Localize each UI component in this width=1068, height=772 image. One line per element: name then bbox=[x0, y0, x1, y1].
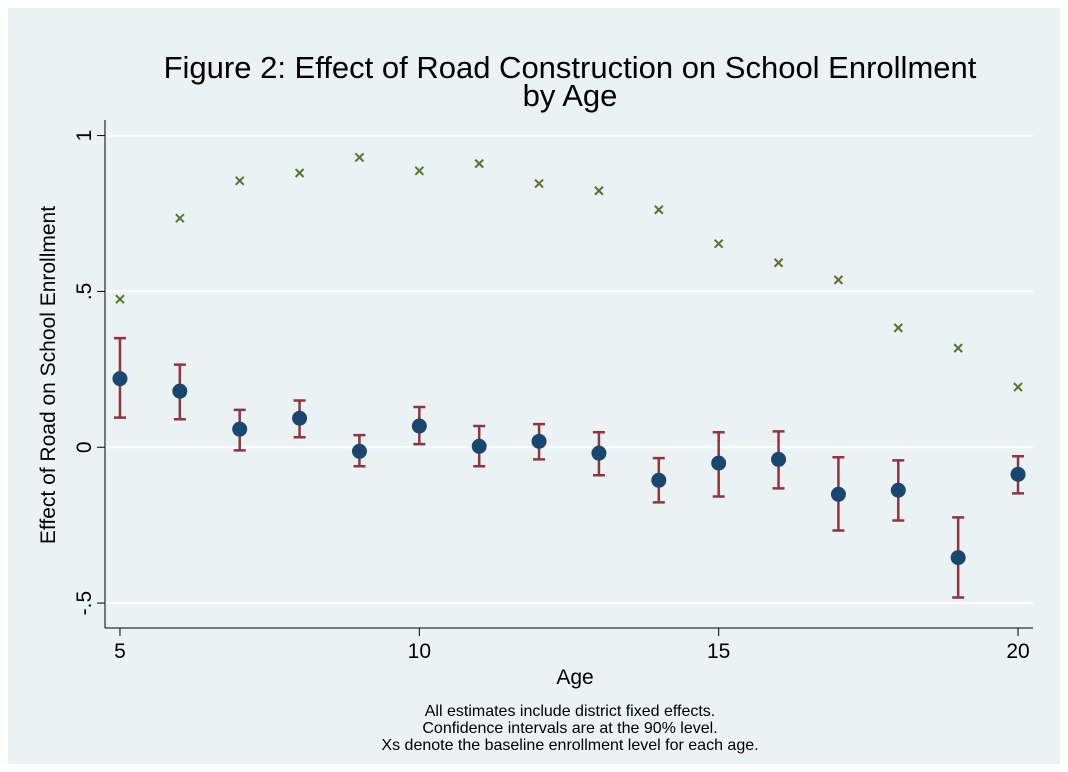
estimate-marker bbox=[292, 410, 308, 426]
estimate-marker bbox=[531, 433, 547, 449]
baseline-marker bbox=[235, 176, 245, 186]
baseline-marker bbox=[773, 258, 784, 268]
y-tick-label: 0 bbox=[73, 441, 96, 453]
chart-title: Figure 2: Effect of Road Construction on… bbox=[164, 50, 977, 85]
baseline-marker bbox=[594, 186, 604, 196]
estimate-marker bbox=[890, 482, 906, 498]
y-axis-label: Effect of Road on School Enrollment bbox=[37, 206, 60, 544]
estimate-marker bbox=[591, 445, 607, 461]
y-tick-label: 1 bbox=[73, 130, 96, 142]
baseline-marker bbox=[893, 323, 903, 333]
plot-area: -.50.515 10 15 20 bbox=[73, 120, 1033, 663]
y-tick-label: .5 bbox=[73, 283, 96, 301]
estimate-marker bbox=[711, 455, 727, 471]
estimate-marker bbox=[771, 451, 787, 467]
baseline-marker bbox=[354, 152, 365, 163]
y-tick-label: -.5 bbox=[73, 591, 96, 616]
note: Confidence intervals are at the 90% leve… bbox=[422, 720, 717, 737]
estimate-marker bbox=[351, 443, 367, 459]
baseline-marker bbox=[534, 178, 544, 189]
baseline-marker bbox=[175, 213, 185, 223]
background bbox=[8, 8, 1060, 764]
baseline-marker bbox=[1013, 382, 1023, 392]
estimate-marker bbox=[232, 421, 248, 437]
estimate-marker bbox=[471, 438, 487, 454]
baseline-marker bbox=[953, 343, 963, 353]
baseline-marker bbox=[833, 275, 844, 285]
estimate-marker bbox=[172, 383, 188, 399]
x-tick-label: 5 bbox=[114, 640, 126, 663]
estimate-marker bbox=[651, 472, 667, 488]
baseline-marker bbox=[414, 166, 425, 176]
estimate-marker bbox=[112, 371, 128, 387]
baseline-marker bbox=[115, 294, 125, 304]
note: All estimates include district fixed eff… bbox=[425, 703, 716, 720]
note: Xs denote the baseline enrollment level … bbox=[381, 737, 758, 754]
estimate-marker bbox=[411, 418, 427, 434]
chart-title: by Age bbox=[523, 78, 618, 113]
estimate-marker bbox=[830, 486, 846, 502]
baseline-marker bbox=[654, 205, 664, 215]
estimate-marker bbox=[1010, 466, 1026, 482]
baseline-marker bbox=[713, 239, 724, 249]
x-tick-label: 20 bbox=[1006, 640, 1029, 663]
baseline-marker bbox=[294, 168, 305, 178]
baseline-marker bbox=[474, 158, 484, 169]
x-tick-label: 10 bbox=[408, 640, 431, 663]
estimate-marker bbox=[950, 550, 966, 566]
x-axis-label: Age bbox=[556, 666, 593, 689]
x-tick-label: 15 bbox=[707, 640, 730, 663]
